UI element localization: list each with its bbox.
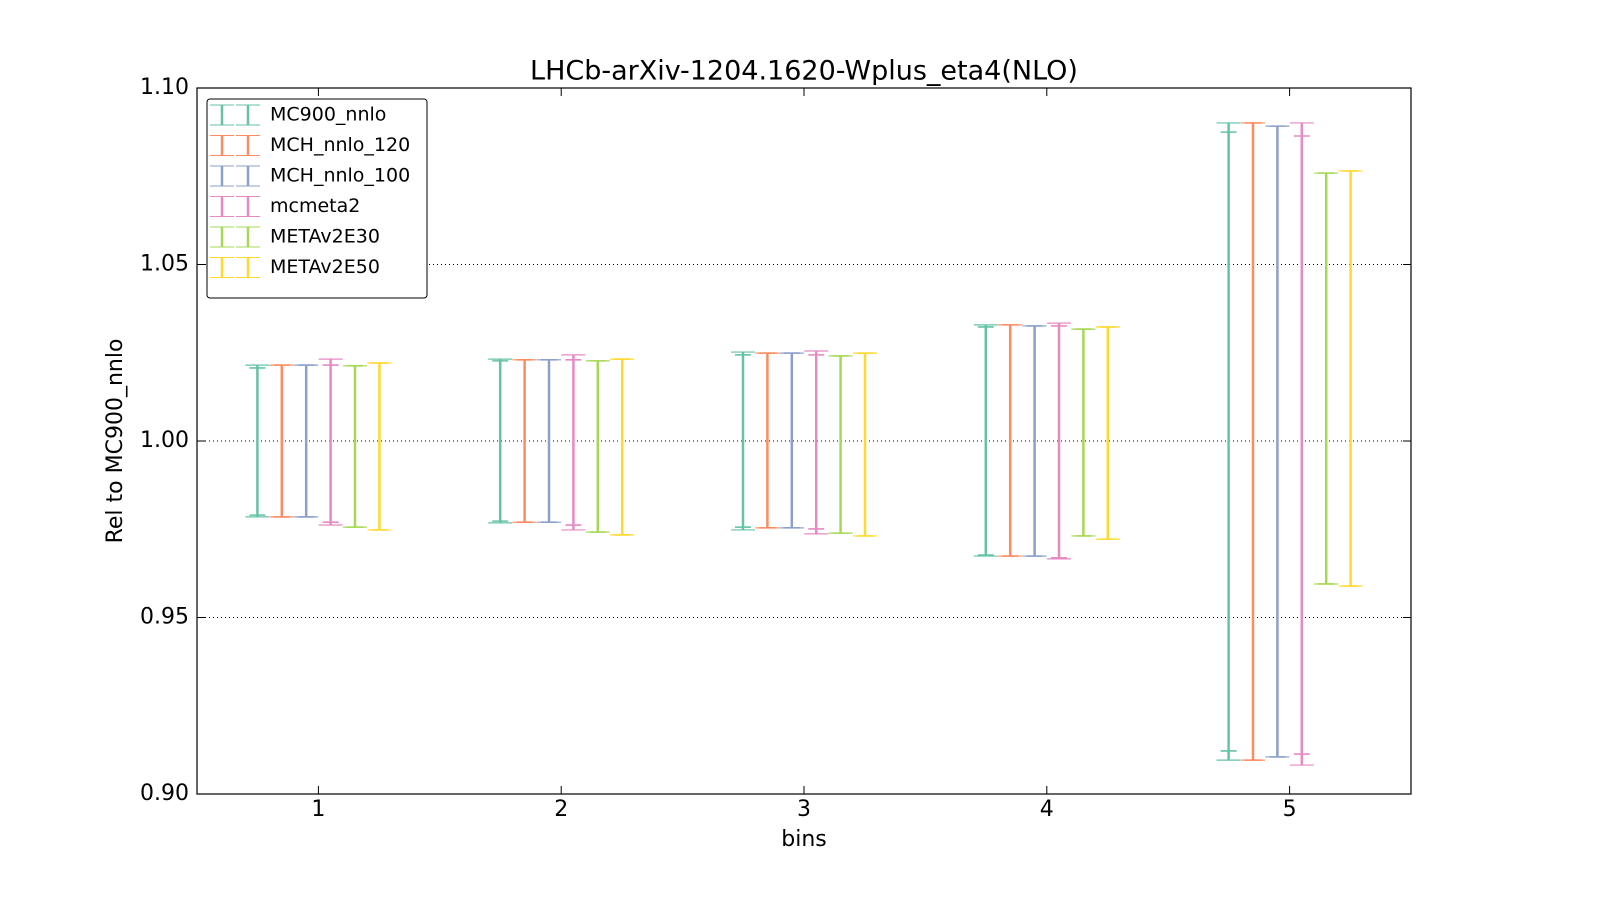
plot-frame [196, 87, 1412, 795]
x-tick-label: 5 [1283, 797, 1297, 822]
x-axis-label: bins [781, 827, 826, 852]
legend-label: METAv2E50 [270, 256, 380, 278]
y-tick-label: 1.10 [140, 75, 189, 100]
chart-title: LHCb-arXiv-1204.1620-Wplus_eta4(NLO) [530, 56, 1078, 87]
y-tick-label: 1.05 [140, 252, 189, 277]
legend-box [206, 98, 428, 299]
legend-label: MC900_nnlo [270, 104, 386, 126]
legend-label: MCH_nnlo_100 [270, 165, 410, 187]
legend-label: METAv2E30 [270, 226, 380, 248]
y-tick-label: 1.00 [140, 428, 189, 453]
y-axis-label: Rel to MC900_nnlo [103, 339, 128, 544]
x-tick-label: 3 [797, 797, 811, 822]
y-tick-label: 0.95 [140, 605, 189, 630]
x-tick-label: 2 [554, 797, 568, 822]
y-tick-label: 0.90 [140, 781, 189, 806]
x-tick-label: 4 [1040, 797, 1054, 822]
x-tick-label: 1 [311, 797, 325, 822]
legend-label: MCH_nnlo_120 [270, 134, 410, 156]
legend-label: mcmeta2 [270, 195, 360, 217]
